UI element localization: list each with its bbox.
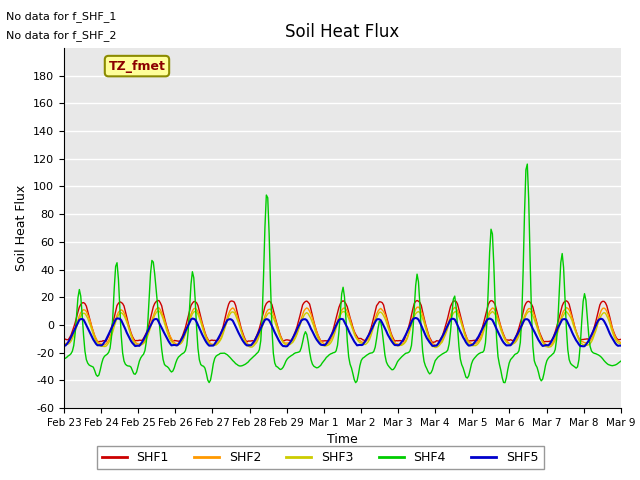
SHF4	[127, 364, 135, 370]
SHF5	[281, 343, 289, 349]
SHF5	[282, 344, 290, 349]
SHF3	[282, 342, 290, 348]
SHF1	[468, 338, 476, 344]
SHF5	[468, 342, 476, 348]
SHF3	[431, 345, 439, 350]
Legend: SHF1, SHF2, SHF3, SHF4, SHF5: SHF1, SHF2, SHF3, SHF4, SHF5	[97, 446, 543, 469]
Line: SHF1: SHF1	[64, 300, 621, 343]
X-axis label: Time: Time	[327, 433, 358, 446]
SHF3	[155, 308, 163, 314]
SHF3	[127, 333, 135, 338]
SHF5	[465, 343, 472, 348]
SHF2	[60, 341, 68, 347]
SHF2	[617, 340, 625, 346]
SHF1	[281, 337, 289, 343]
SHF2	[127, 331, 135, 336]
SHF2	[241, 338, 249, 344]
Text: No data for f_SHF_2: No data for f_SHF_2	[6, 30, 117, 41]
Line: SHF5: SHF5	[64, 318, 621, 347]
Text: No data for f_SHF_1: No data for f_SHF_1	[6, 11, 116, 22]
SHF1	[429, 340, 436, 346]
SHF1	[617, 336, 625, 342]
SHF4	[501, 380, 509, 385]
SHF1	[410, 300, 418, 306]
SHF4	[465, 373, 472, 379]
SHF4	[60, 355, 68, 361]
SHF3	[617, 341, 625, 347]
Text: TZ_fmet: TZ_fmet	[109, 60, 165, 72]
SHF4	[524, 161, 531, 167]
SHF2	[468, 341, 476, 347]
SHF5	[413, 315, 421, 321]
SHF3	[465, 341, 472, 347]
SHF4	[241, 361, 249, 367]
SHF3	[412, 311, 419, 316]
SHF5	[241, 341, 249, 347]
SHF1	[413, 298, 421, 303]
SHF5	[617, 343, 625, 348]
Line: SHF2: SHF2	[64, 307, 621, 346]
Line: SHF4: SHF4	[64, 164, 621, 383]
SHF4	[462, 374, 470, 380]
SHF2	[412, 306, 419, 312]
Title: Soil Heat Flux: Soil Heat Flux	[285, 23, 399, 41]
SHF3	[60, 342, 68, 348]
Y-axis label: Soil Heat Flux: Soil Heat Flux	[15, 185, 28, 271]
SHF4	[617, 358, 625, 364]
SHF3	[243, 342, 251, 348]
SHF1	[127, 330, 135, 336]
SHF5	[60, 343, 68, 348]
SHF5	[127, 338, 135, 344]
SHF1	[241, 337, 249, 343]
SHF3	[468, 343, 476, 348]
SHF2	[465, 339, 472, 345]
SHF2	[282, 340, 290, 346]
SHF2	[247, 343, 255, 348]
SHF1	[465, 338, 472, 344]
SHF4	[281, 362, 289, 368]
SHF1	[60, 336, 68, 342]
SHF4	[410, 306, 418, 312]
SHF2	[415, 304, 422, 310]
Line: SHF3: SHF3	[64, 311, 621, 348]
SHF5	[412, 315, 419, 321]
